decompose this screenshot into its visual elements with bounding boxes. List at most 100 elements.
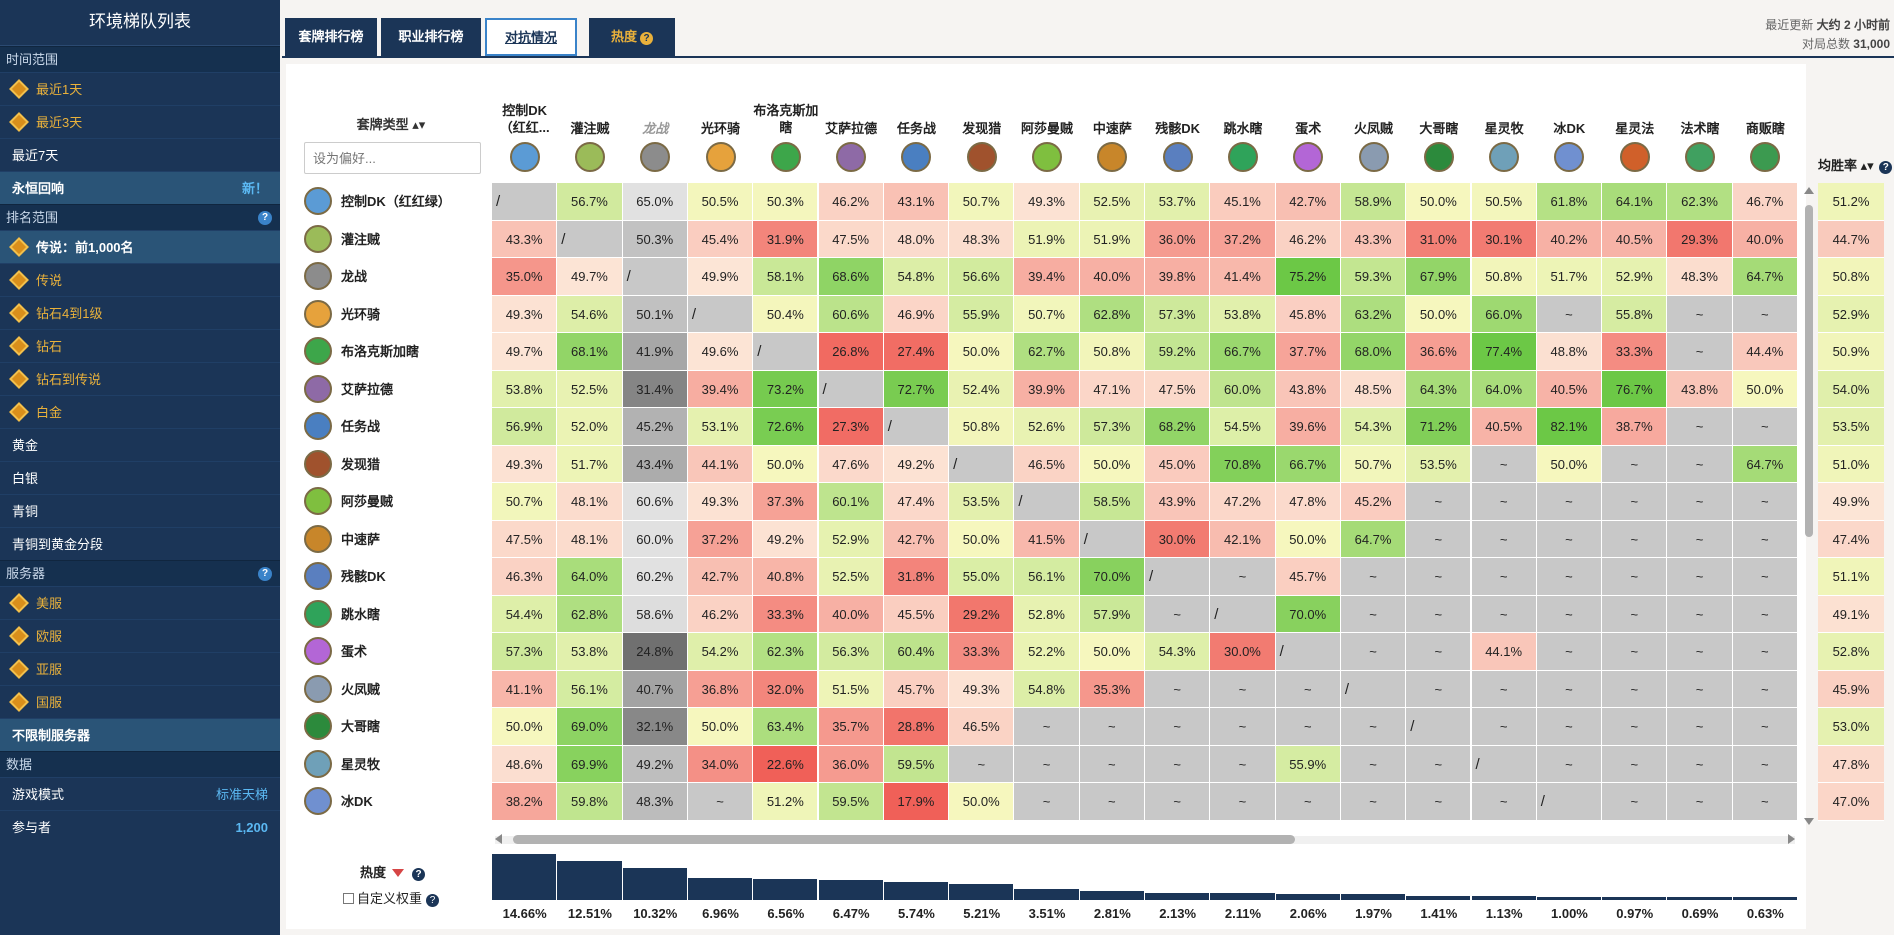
- matchup-cell[interactable]: 64.0%: [1471, 370, 1537, 408]
- matchup-cell[interactable]: ~: [1536, 633, 1603, 671]
- sidebar-item[interactable]: 参与者 1,200: [0, 810, 280, 843]
- matchup-cell[interactable]: 43.9%: [1145, 483, 1211, 521]
- matchup-cell[interactable]: 35.0%: [492, 258, 558, 296]
- matchup-cell[interactable]: ~: [1602, 670, 1668, 708]
- matchup-cell[interactable]: 46.2%: [687, 595, 754, 633]
- matchup-cell[interactable]: 58.9%: [1340, 183, 1407, 221]
- matchup-cell[interactable]: ~: [1602, 558, 1668, 596]
- matchup-cell[interactable]: ~: [1406, 670, 1472, 708]
- matchup-cell[interactable]: 39.9%: [1014, 370, 1080, 408]
- matchup-cell[interactable]: 51.7%: [1536, 258, 1603, 296]
- matchup-cell[interactable]: ~: [1667, 295, 1733, 333]
- matchup-cell[interactable]: 60.2%: [622, 558, 688, 596]
- matchup-cell[interactable]: 45.7%: [883, 670, 950, 708]
- matchup-cell[interactable]: ~: [1079, 783, 1145, 821]
- matchup-cell[interactable]: 40.2%: [1536, 220, 1603, 258]
- matchup-cell[interactable]: ~: [1667, 633, 1733, 671]
- matchup-cell[interactable]: 56.1%: [557, 670, 623, 708]
- matchup-cell[interactable]: /: [492, 183, 558, 221]
- average-winrate-cell[interactable]: 51.0%: [1818, 445, 1884, 483]
- matchup-cell[interactable]: ~: [1667, 483, 1733, 521]
- sidebar-item[interactable]: 最近7天: [0, 138, 280, 171]
- matchup-cell[interactable]: 39.6%: [1275, 408, 1341, 446]
- column-header[interactable]: 跳水瞎: [1223, 121, 1263, 136]
- matchup-cell[interactable]: 50.0%: [687, 708, 754, 746]
- tab-3[interactable]: 热度?: [589, 18, 675, 56]
- matchup-cell[interactable]: 48.1%: [557, 520, 623, 558]
- matchup-cell[interactable]: 34.0%: [687, 745, 754, 783]
- matchup-cell[interactable]: 53.8%: [1210, 295, 1276, 333]
- matchup-cell[interactable]: /: [1079, 520, 1145, 558]
- matchup-cell[interactable]: 66.7%: [1210, 333, 1276, 371]
- sidebar-item[interactable]: 白银: [0, 461, 280, 494]
- matchup-cell[interactable]: 60.0%: [1210, 370, 1276, 408]
- matchup-cell[interactable]: 50.0%: [1275, 520, 1341, 558]
- matchup-cell[interactable]: ~: [1406, 520, 1472, 558]
- sidebar-item[interactable]: 传说：前1,000名: [0, 230, 280, 263]
- matchup-cell[interactable]: 50.0%: [1406, 295, 1472, 333]
- matchup-cell[interactable]: 55.0%: [949, 558, 1015, 596]
- matchup-cell[interactable]: 54.3%: [1145, 633, 1211, 671]
- matchup-cell[interactable]: 48.6%: [492, 745, 558, 783]
- matchup-cell[interactable]: 58.6%: [622, 595, 688, 633]
- help-icon[interactable]: ?: [640, 32, 653, 45]
- matchup-cell[interactable]: 70.8%: [1210, 445, 1276, 483]
- matchup-cell[interactable]: 36.0%: [1145, 220, 1211, 258]
- tab-1[interactable]: 职业排行榜: [381, 18, 481, 56]
- matchup-cell[interactable]: 58.5%: [1079, 483, 1145, 521]
- matchup-cell[interactable]: 48.8%: [1536, 333, 1603, 371]
- tab-0[interactable]: 套牌排行榜: [285, 18, 377, 56]
- matchup-cell[interactable]: ~: [1667, 708, 1733, 746]
- help-icon[interactable]: ?: [1879, 161, 1893, 174]
- matchup-cell[interactable]: 43.3%: [1340, 220, 1407, 258]
- matchup-cell[interactable]: 46.2%: [818, 183, 884, 221]
- matchup-cell[interactable]: 43.8%: [1667, 370, 1733, 408]
- help-icon[interactable]: ?: [412, 868, 426, 881]
- preference-input[interactable]: [304, 142, 481, 174]
- matchup-cell[interactable]: ~: [1210, 558, 1276, 596]
- sidebar-item[interactable]: 钻石到传说: [0, 362, 280, 395]
- matchup-cell[interactable]: 39.8%: [1145, 258, 1211, 296]
- matchup-cell[interactable]: 49.2%: [753, 520, 819, 558]
- average-winrate-cell[interactable]: 51.2%: [1818, 183, 1884, 221]
- matchup-cell[interactable]: 33.3%: [753, 595, 819, 633]
- winrate-header[interactable]: 均胜率 ▴▾ ?: [1818, 155, 1893, 174]
- matchup-cell[interactable]: ~: [1275, 783, 1341, 821]
- matchup-cell[interactable]: ~: [1145, 783, 1211, 821]
- deck-type-header[interactable]: 套牌类型 ▴▾: [286, 114, 496, 133]
- column-header[interactable]: 冰DK: [1553, 121, 1586, 136]
- matchup-cell[interactable]: 72.6%: [753, 408, 819, 446]
- matchup-cell[interactable]: 37.3%: [753, 483, 819, 521]
- matchup-cell[interactable]: 60.1%: [818, 483, 884, 521]
- average-winrate-cell[interactable]: 52.9%: [1818, 295, 1884, 333]
- matchup-cell[interactable]: 60.4%: [883, 633, 950, 671]
- matchup-cell[interactable]: 51.9%: [1014, 220, 1080, 258]
- matchup-cell[interactable]: ~: [1471, 483, 1537, 521]
- matchup-cell[interactable]: /: [1145, 558, 1211, 596]
- matchup-cell[interactable]: ~: [1340, 745, 1407, 783]
- matchup-cell[interactable]: 50.7%: [949, 183, 1015, 221]
- matchup-cell[interactable]: 48.1%: [557, 483, 623, 521]
- matchup-cell[interactable]: 56.9%: [492, 408, 558, 446]
- matchup-cell[interactable]: 57.3%: [492, 633, 558, 671]
- matchup-cell[interactable]: ~: [1014, 783, 1080, 821]
- matchup-cell[interactable]: ~: [1536, 708, 1603, 746]
- matchup-cell[interactable]: ~: [1536, 483, 1603, 521]
- matchup-cell[interactable]: ~: [1602, 595, 1668, 633]
- help-icon[interactable]: ?: [258, 211, 272, 225]
- matchup-cell[interactable]: 68.2%: [1145, 408, 1211, 446]
- matchup-cell[interactable]: 40.0%: [1079, 258, 1145, 296]
- matchup-cell[interactable]: ~: [1340, 558, 1407, 596]
- matchup-cell[interactable]: /: [883, 408, 950, 446]
- matchup-cell[interactable]: 48.3%: [949, 220, 1015, 258]
- matchup-cell[interactable]: 40.5%: [1471, 408, 1537, 446]
- matchup-cell[interactable]: 54.4%: [492, 595, 558, 633]
- matchup-cell[interactable]: 40.8%: [753, 558, 819, 596]
- matchup-cell[interactable]: ~: [1471, 595, 1537, 633]
- matchup-cell[interactable]: 30.1%: [1471, 220, 1537, 258]
- matchup-cell[interactable]: 30.0%: [1145, 520, 1211, 558]
- matchup-cell[interactable]: 56.6%: [949, 258, 1015, 296]
- scroll-thumb[interactable]: [513, 835, 1295, 844]
- average-winrate-cell[interactable]: 49.9%: [1818, 483, 1884, 521]
- matchup-cell[interactable]: 52.9%: [1602, 258, 1668, 296]
